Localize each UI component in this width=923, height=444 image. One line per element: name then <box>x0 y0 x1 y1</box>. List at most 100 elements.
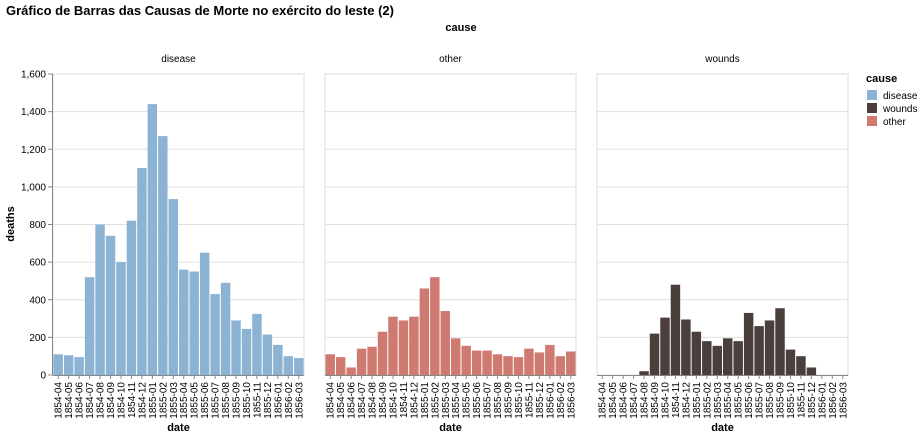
bar-disease-1854-07[interactable] <box>84 277 95 375</box>
bar-disease-1855-08[interactable] <box>220 282 231 375</box>
y-tick-label: 0 <box>40 371 46 382</box>
x-tick-label: 1854-05 <box>608 382 619 419</box>
x-tick-label: 1854-08 <box>640 382 651 419</box>
x-tick-label: 1855-12 <box>535 382 546 419</box>
x-tick-label: 1855-09 <box>504 382 515 419</box>
x-tick-label: 1855-08 <box>221 382 232 419</box>
bar-wounds-1855-11[interactable] <box>796 356 806 375</box>
y-tick-label: 1,000 <box>21 182 46 193</box>
bar-wounds-1855-05[interactable] <box>733 341 743 375</box>
bar-other-1854-07[interactable] <box>356 348 367 375</box>
x-tick-label: 1855-02 <box>702 382 713 419</box>
bar-disease-1854-10[interactable] <box>116 262 126 375</box>
x-tick-label: 1854-12 <box>137 382 148 419</box>
bar-wounds-1854-08[interactable] <box>639 371 649 375</box>
bar-disease-1856-01[interactable] <box>273 344 283 375</box>
x-tick-label: 1855-04 <box>723 382 734 419</box>
bar-other-1854-04[interactable] <box>325 354 335 375</box>
bar-other-1854-08[interactable] <box>367 346 377 375</box>
x-tick-label: 1854-06 <box>347 382 358 419</box>
bar-disease-1854-05[interactable] <box>63 355 74 375</box>
bar-wounds-1855-08[interactable] <box>764 320 775 375</box>
x-tick-label: 1854-05 <box>64 382 75 419</box>
bar-wounds-1854-11[interactable] <box>670 284 681 375</box>
bar-other-1855-06[interactable] <box>471 350 482 375</box>
x-tick-label: 1854-09 <box>106 382 117 419</box>
x-tick-label: 1856-01 <box>545 382 556 419</box>
bar-wounds-1855-03[interactable] <box>712 345 722 375</box>
bar-other-1855-08[interactable] <box>492 354 503 375</box>
y-tick-label: 600 <box>29 258 46 269</box>
bar-disease-1855-09[interactable] <box>231 320 241 375</box>
bar-disease-1855-06[interactable] <box>199 252 210 375</box>
bar-disease-1854-04[interactable] <box>53 354 63 375</box>
bar-disease-1855-07[interactable] <box>210 294 220 375</box>
bar-disease-1855-05[interactable] <box>189 271 199 375</box>
bar-other-1856-01[interactable] <box>545 344 555 375</box>
bar-disease-1855-10[interactable] <box>241 328 252 375</box>
bar-disease-1854-12[interactable] <box>137 168 147 375</box>
x-tick-label: 1855-07 <box>483 382 494 419</box>
bar-disease-1855-03[interactable] <box>168 199 178 375</box>
bar-other-1855-01[interactable] <box>419 288 430 375</box>
bar-wounds-1855-09[interactable] <box>775 308 785 375</box>
bar-other-1855-03[interactable] <box>440 311 450 375</box>
bar-other-1855-05[interactable] <box>461 345 471 375</box>
bar-other-1855-07[interactable] <box>482 350 492 375</box>
bar-other-1854-09[interactable] <box>377 331 388 375</box>
bar-other-1855-02[interactable] <box>430 277 440 375</box>
bar-other-1854-05[interactable] <box>335 357 346 375</box>
legend: cause disease wounds other <box>866 73 918 128</box>
bar-disease-1854-08[interactable] <box>95 224 105 376</box>
bar-other-1855-04[interactable] <box>451 338 461 375</box>
bar-other-1856-03[interactable] <box>566 351 576 375</box>
bar-wounds-1854-09[interactable] <box>649 333 660 375</box>
bar-disease-1854-09[interactable] <box>105 235 116 375</box>
bar-disease-1854-06[interactable] <box>74 357 84 375</box>
x-tick-label: 1855-03 <box>169 382 180 419</box>
chart-title: Gráfico de Barras das Causas de Morte no… <box>6 3 394 18</box>
bar-wounds-1855-10[interactable] <box>785 349 796 375</box>
bar-other-1855-12[interactable] <box>534 352 545 375</box>
x-tick-label: 1854-04 <box>54 382 65 419</box>
bar-wounds-1855-01[interactable] <box>691 331 702 375</box>
bar-other-1854-12[interactable] <box>409 316 419 375</box>
bar-disease-1855-11[interactable] <box>252 313 262 375</box>
bar-wounds-1855-04[interactable] <box>723 338 733 375</box>
legend-label-wounds: wounds <box>882 104 917 115</box>
bar-wounds-1854-10[interactable] <box>660 317 670 375</box>
bar-other-1854-10[interactable] <box>388 316 398 375</box>
bar-wounds-1855-12[interactable] <box>806 367 817 375</box>
bar-disease-1855-01[interactable] <box>147 104 158 375</box>
bar-disease-1854-11[interactable] <box>126 220 137 375</box>
bar-disease-1856-02[interactable] <box>283 356 294 375</box>
x-tick-label: 1854-12 <box>681 382 692 419</box>
bar-disease-1855-12[interactable] <box>262 334 273 375</box>
y-axis-label: deaths <box>5 206 17 241</box>
y-tick-label: 800 <box>29 220 46 231</box>
bar-other-1856-02[interactable] <box>555 356 566 375</box>
x-tick-label: 1854-11 <box>127 382 138 418</box>
bar-other-1855-10[interactable] <box>513 357 524 375</box>
bar-other-1855-11[interactable] <box>524 348 534 375</box>
bar-disease-1855-04[interactable] <box>179 269 189 375</box>
panel-title-disease: disease <box>161 54 196 65</box>
legend-label-other: other <box>883 117 906 128</box>
legend-title: cause <box>866 73 897 85</box>
bar-wounds-1855-02[interactable] <box>702 341 712 375</box>
bar-wounds-1854-12[interactable] <box>681 319 691 375</box>
bar-other-1855-09[interactable] <box>503 356 513 375</box>
bar-disease-1855-02[interactable] <box>158 136 168 375</box>
bar-wounds-1855-07[interactable] <box>754 326 764 375</box>
x-tick-label: 1855-06 <box>744 382 755 419</box>
bar-disease-1856-03[interactable] <box>294 358 304 375</box>
x-tick-label: 1855-11 <box>796 382 807 418</box>
x-tick-label: 1855-05 <box>734 382 745 419</box>
bar-wounds-1855-06[interactable] <box>743 312 754 375</box>
x-tick-label: 1855-04 <box>179 382 190 419</box>
bar-other-1854-11[interactable] <box>398 320 409 375</box>
x-tick-label: 1855-05 <box>462 382 473 419</box>
bar-other-1854-06[interactable] <box>346 367 356 375</box>
